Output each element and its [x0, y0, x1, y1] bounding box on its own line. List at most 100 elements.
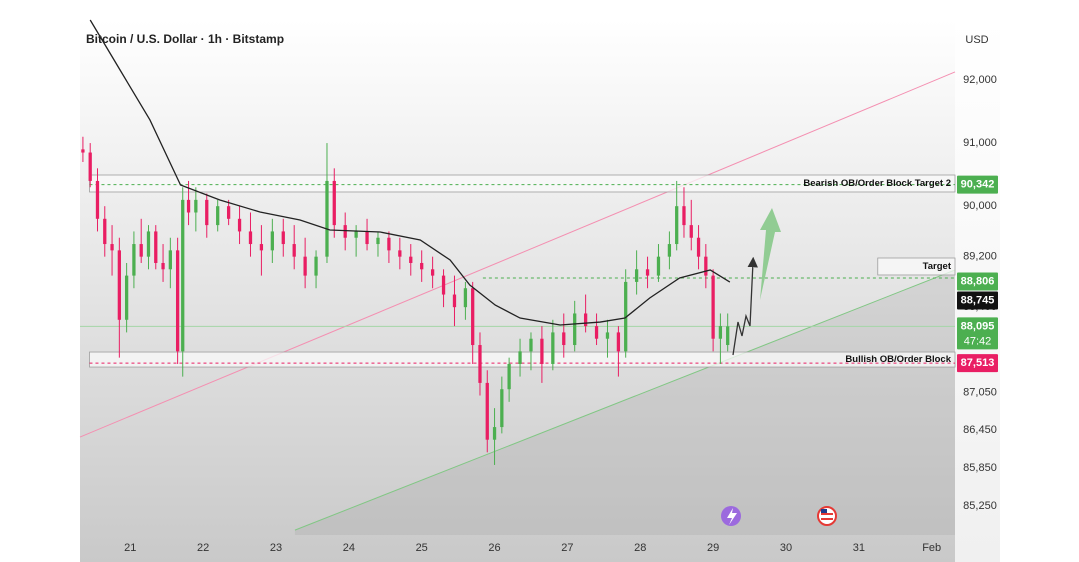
zone-label: Target: [923, 261, 952, 272]
candle-body: [124, 275, 129, 320]
projection-arrow: [732, 256, 758, 356]
candle-body: [146, 231, 151, 257]
candle-body: [682, 206, 686, 226]
x-tick-label: Feb: [922, 542, 941, 554]
candle-body: [259, 244, 264, 251]
candle-body: [518, 351, 522, 364]
plot-background: [80, 20, 955, 562]
trendline: [79, 71, 956, 438]
candle-body: [303, 256, 307, 276]
candle-body: [696, 237, 701, 257]
x-tick-label: 25: [416, 542, 428, 554]
candle-body: [409, 256, 413, 263]
candle-body: [117, 250, 121, 320]
candle-body: [562, 332, 566, 346]
bullish-arrow: [760, 208, 781, 300]
candle-body: [463, 288, 468, 308]
candle-body: [492, 427, 497, 440]
candle-body: [175, 250, 180, 352]
candle-body: [365, 231, 369, 245]
candle-body: [248, 231, 253, 245]
candle-body: [420, 262, 424, 270]
candle-body: [485, 382, 489, 440]
candle-body: [675, 206, 679, 245]
x-tick-label: 28: [634, 542, 646, 554]
trendline: [294, 269, 956, 531]
candle-body: [704, 256, 708, 276]
candle-body: [478, 345, 482, 383]
candle-body: [237, 218, 242, 232]
candle-body: [711, 275, 715, 339]
price-badge-label: 88,745: [961, 294, 995, 306]
countdown: 47:42: [964, 335, 992, 347]
y-tick-label: 85,250: [963, 500, 997, 512]
candle-body: [689, 225, 693, 238]
candle-body: [88, 152, 92, 181]
candle-body: [500, 389, 504, 428]
candle-body: [471, 288, 475, 346]
candle-body: [81, 149, 85, 153]
x-tick-label: 26: [488, 542, 500, 554]
candle-body: [168, 250, 172, 270]
y-tick-label: 92,000: [963, 74, 997, 86]
candle-body: [616, 332, 621, 352]
candle-body: [161, 262, 165, 270]
price-badge: [957, 175, 998, 194]
candle-body: [110, 244, 114, 251]
candle-body: [181, 199, 185, 352]
y-tick-label: 91,000: [963, 137, 997, 149]
price-badge-label: 88,095: [961, 320, 995, 332]
order-block-zone: [89, 351, 956, 368]
candle-body: [667, 244, 672, 257]
zone-label: Bearish OB/Order Block Target 2: [803, 178, 951, 189]
candle-body: [726, 326, 730, 346]
candle-body: [529, 338, 533, 352]
price-badge: [957, 291, 998, 310]
price-badge-label: 87,513: [961, 357, 995, 369]
currency: USD: [965, 34, 988, 46]
candle-body: [656, 256, 661, 276]
x-tick-label: 27: [561, 542, 573, 554]
candle-body: [354, 231, 358, 238]
candle-body: [507, 363, 511, 390]
candle-body: [281, 231, 285, 245]
price-badge: [957, 317, 998, 350]
candle-body: [95, 180, 100, 219]
moving-average: [89, 19, 731, 326]
candle-body: [314, 256, 318, 276]
y-tick-label: 86,450: [963, 424, 997, 436]
candle-body: [139, 244, 143, 257]
x-tick-label: 21: [124, 542, 136, 554]
order-block-zone: [877, 257, 956, 276]
candle-body: [551, 332, 555, 364]
candle-body: [325, 180, 329, 257]
candle-body: [718, 326, 723, 339]
candle-body: [398, 250, 402, 257]
y-tick-label: 87,050: [963, 386, 997, 398]
price-badge-label: 88,806: [961, 275, 995, 287]
event-icon: [721, 506, 741, 526]
event-icon: [817, 506, 837, 526]
candle-body: [452, 294, 457, 308]
candle-body: [430, 269, 435, 276]
x-tick-label: 22: [197, 542, 209, 554]
candle-body: [216, 206, 220, 226]
candle-body: [594, 326, 599, 339]
candle-body: [634, 269, 639, 282]
x-tick-label: 31: [853, 542, 865, 554]
candle-body: [376, 237, 380, 245]
price-badge-label: 90,342: [961, 179, 995, 191]
candle-body: [186, 199, 191, 213]
chart-title: Bitcoin / U.S. Dollar · 1h · Bitstamp: [86, 32, 284, 46]
candle-body: [605, 332, 610, 339]
x-tick-label: 29: [707, 542, 719, 554]
candle-body: [132, 244, 136, 276]
candle-body: [441, 275, 446, 295]
zone-label: Bullish OB/Order Block: [845, 354, 951, 365]
candle-body: [583, 313, 588, 327]
candle-body: [332, 180, 336, 226]
y-tick-label: 90,000: [963, 200, 997, 212]
candle-body: [540, 338, 544, 364]
candle-body: [194, 199, 198, 213]
